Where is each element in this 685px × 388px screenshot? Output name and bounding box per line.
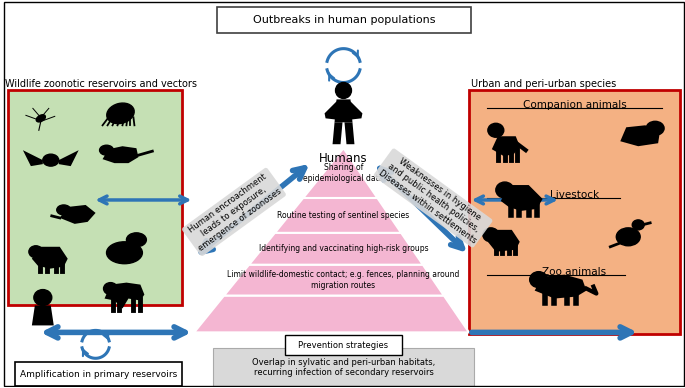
FancyBboxPatch shape — [217, 7, 471, 33]
Text: Routine testing of sentinel species: Routine testing of sentinel species — [277, 211, 410, 220]
Text: Identifying and vaccinating high-risk groups: Identifying and vaccinating high-risk gr… — [259, 244, 428, 253]
Polygon shape — [59, 150, 79, 166]
Polygon shape — [32, 305, 53, 326]
Text: Humans: Humans — [319, 152, 368, 165]
Ellipse shape — [107, 242, 142, 264]
Polygon shape — [345, 122, 354, 144]
FancyBboxPatch shape — [8, 90, 182, 305]
FancyBboxPatch shape — [285, 335, 401, 355]
Polygon shape — [488, 230, 520, 252]
Ellipse shape — [483, 228, 499, 242]
Ellipse shape — [488, 123, 503, 137]
Polygon shape — [105, 282, 145, 308]
Ellipse shape — [496, 182, 514, 198]
Polygon shape — [249, 233, 423, 265]
FancyBboxPatch shape — [213, 348, 474, 386]
Ellipse shape — [616, 228, 640, 246]
Ellipse shape — [530, 272, 547, 288]
Text: Urban and peri-urban species: Urban and peri-urban species — [471, 78, 616, 88]
Text: Overlap in sylvatic and peri-urban habitats,
recurring infection of secondary re: Overlap in sylvatic and peri-urban habit… — [252, 357, 435, 377]
Polygon shape — [23, 150, 43, 166]
Text: Sharing of
epidemiological data: Sharing of epidemiological data — [303, 163, 384, 183]
Ellipse shape — [127, 233, 147, 247]
Polygon shape — [275, 198, 401, 233]
Ellipse shape — [107, 103, 134, 124]
Text: Prevention strategies: Prevention strategies — [299, 341, 388, 350]
Text: Wildlife zoonotic reservoirs and vectors: Wildlife zoonotic reservoirs and vectors — [5, 78, 197, 88]
FancyBboxPatch shape — [469, 90, 680, 334]
Text: Human encroachment
leads to exposure,
emergence of zoonoses: Human encroachment leads to exposure, em… — [185, 170, 284, 253]
Ellipse shape — [36, 115, 45, 122]
Polygon shape — [345, 101, 362, 120]
Text: Livestock: Livestock — [550, 190, 599, 200]
Circle shape — [336, 83, 351, 99]
Ellipse shape — [57, 205, 71, 215]
Polygon shape — [103, 146, 138, 163]
Ellipse shape — [43, 154, 59, 166]
Polygon shape — [224, 265, 444, 296]
Ellipse shape — [103, 282, 118, 294]
Ellipse shape — [646, 121, 664, 135]
Text: Amplification in primary reservoirs: Amplification in primary reservoirs — [20, 370, 177, 379]
Polygon shape — [334, 99, 353, 122]
FancyBboxPatch shape — [16, 362, 182, 386]
Polygon shape — [501, 185, 543, 211]
Polygon shape — [194, 296, 469, 333]
Text: Zoo animals: Zoo animals — [543, 267, 606, 277]
Ellipse shape — [99, 145, 114, 155]
Text: Companion animals: Companion animals — [523, 100, 626, 111]
Ellipse shape — [632, 220, 644, 230]
Polygon shape — [492, 136, 520, 156]
Text: Limit wildlife-domestic contact; e.g. fences, planning around
migration routes: Limit wildlife-domestic contact; e.g. fe… — [227, 270, 460, 290]
Polygon shape — [303, 148, 377, 198]
Ellipse shape — [34, 289, 52, 305]
Polygon shape — [60, 205, 96, 224]
Polygon shape — [332, 122, 342, 144]
Text: Weaknesses in hygiene
and public health policies,
Diseases within settlements: Weaknesses in hygiene and public health … — [376, 151, 490, 245]
Polygon shape — [325, 101, 342, 120]
Polygon shape — [32, 247, 68, 268]
Ellipse shape — [29, 246, 43, 258]
Polygon shape — [621, 125, 660, 146]
Text: Outbreaks in human populations: Outbreaks in human populations — [253, 15, 435, 25]
Polygon shape — [535, 275, 586, 298]
